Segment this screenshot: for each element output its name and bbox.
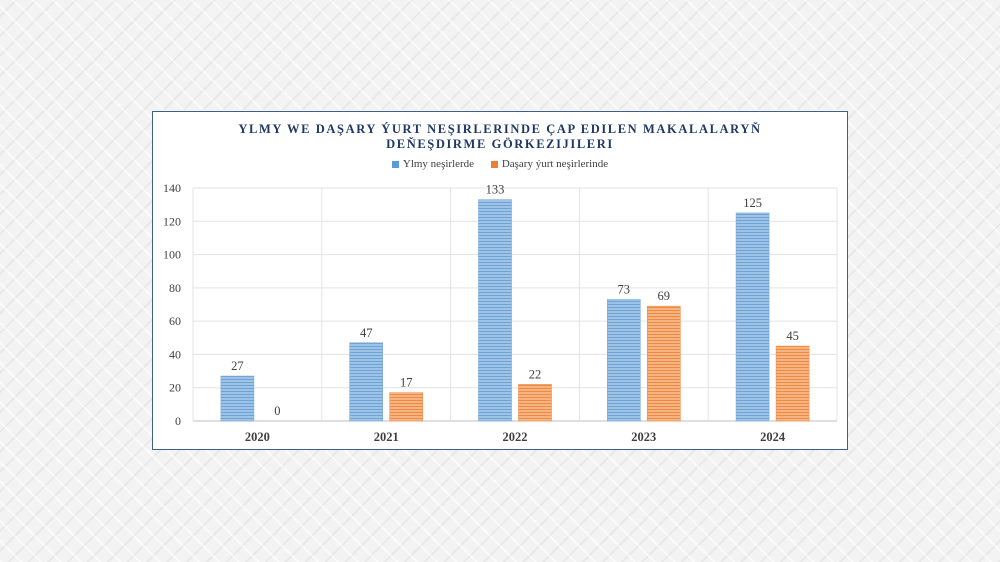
data-label-series-2-2021: 17 (400, 376, 413, 390)
y-tick-label: 80 (169, 281, 181, 295)
legend-label-series-1: Ylmy neşirlerde (402, 158, 475, 170)
data-label-series-1-2023: 73 (618, 283, 631, 297)
y-tick-label: 0 (175, 414, 181, 428)
bar-series-1-2021 (349, 342, 383, 422)
data-label-series-2-2024: 45 (786, 329, 799, 343)
bars-layer (220, 199, 810, 422)
x-tick-label-2024: 2024 (760, 430, 786, 444)
grid-layer (192, 187, 838, 422)
x-tick-label-2021: 2021 (374, 430, 399, 444)
chart-title-line-1: YLMY WE DAŞARY ÝURT NEŞIRLERINDE ÇAP EDI… (238, 122, 762, 136)
y-tick-label: 140 (163, 181, 181, 195)
bar-series-1-2023 (606, 299, 641, 422)
labels-layer: 0 20 40 60 80 100 120 140 27 0 2020 47 17 2021 133 22 20… (163, 181, 799, 444)
x-tick-label-2023: 2023 (631, 430, 656, 444)
chart-title: YLMY WE DAŞARY ÝURT NEŞIRLERINDE ÇAP EDI… (153, 122, 847, 152)
bar-series-1-2024 (735, 212, 770, 422)
bar-series-2-2024 (775, 345, 810, 422)
data-label-series-2-2022: 22 (529, 367, 542, 381)
chart-legend: Ylmy neşirlerde Daşary ýurt neşirlerinde (153, 158, 847, 171)
data-label-series-1-2022: 133 (486, 183, 505, 197)
legend-item-series-2: Daşary ýurt neşirlerinde (490, 158, 609, 170)
x-tick-label-2022: 2022 (503, 430, 528, 444)
data-label-series-2-2020: 0 (274, 404, 280, 418)
legend-item-series-1: Ylmy neşirlerde (391, 158, 475, 170)
y-tick-label: 40 (169, 347, 181, 361)
x-tick-label-2020: 2020 (245, 430, 270, 444)
data-label-series-1-2020: 27 (231, 359, 244, 373)
bar-series-1-2020 (220, 375, 255, 422)
legend-swatch-series-2 (490, 160, 498, 168)
bar-chart-plot: 0 20 40 60 80 100 120 140 27 0 2020 47 17 2021 133 22 20… (163, 181, 838, 444)
chart-frame: YLMY WE DAŞARY ÝURT NEŞIRLERINDE ÇAP EDI… (152, 111, 848, 450)
y-tick-label: 60 (169, 314, 181, 328)
data-label-series-2-2023: 69 (658, 289, 671, 303)
legend-swatch-series-1 (391, 160, 399, 168)
bar-series-2-2022 (518, 384, 552, 422)
y-tick-label: 20 (169, 381, 181, 395)
chart-title-line-2: DEŇEŞDIRME GÖRKEZIJILERI (386, 137, 614, 151)
y-tick-label: 100 (163, 248, 181, 262)
data-label-series-1-2021: 47 (360, 326, 373, 340)
bar-series-2-2023 (646, 305, 681, 422)
y-tick-label: 120 (163, 214, 181, 228)
legend-label-series-2: Daşary ýurt neşirlerinde (501, 158, 609, 170)
bar-series-1-2022 (478, 199, 512, 422)
data-label-series-1-2024: 125 (743, 196, 762, 210)
bar-series-2-2021 (389, 392, 423, 422)
